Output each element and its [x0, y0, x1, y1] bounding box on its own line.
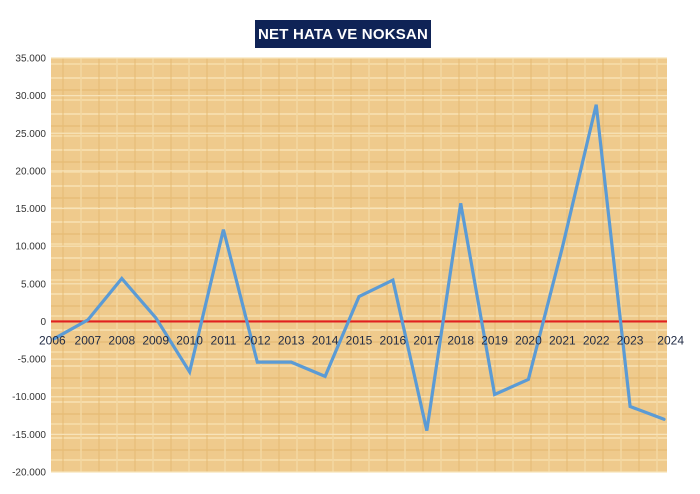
x-tick-label: 2021	[549, 333, 576, 347]
x-tick-label: 2020	[515, 333, 542, 347]
y-tick-label: -15.000	[12, 430, 46, 441]
x-tick-label: 2015	[346, 333, 373, 347]
x-tick-label: 2017	[413, 333, 440, 347]
x-tick-label: 2011	[211, 333, 237, 347]
y-tick-label: -20.000	[12, 468, 46, 479]
x-tick-label: 2010	[176, 333, 203, 347]
x-tick-label: 2008	[108, 333, 135, 347]
chart-title: NET HATA VE NOKSAN	[255, 20, 431, 48]
x-tick-label: 2024	[657, 333, 684, 347]
y-tick-label: 10.000	[15, 242, 46, 253]
x-axis: 2006 2007 2008 2009 2010 2011 2012 2013 2014 2015…	[39, 333, 684, 347]
x-tick-label: 2009	[142, 333, 169, 347]
y-tick-label: 35.000	[15, 54, 46, 65]
plot-area	[51, 58, 667, 472]
y-tick-label: 20.000	[15, 166, 46, 177]
x-tick-label: 2023	[617, 333, 644, 347]
y-tick-label: 30.000	[15, 91, 46, 102]
x-tick-label: 2014	[312, 333, 339, 347]
gridlines	[51, 57, 667, 473]
series-line	[52, 104, 666, 431]
x-tick-label: 2018	[447, 333, 474, 347]
y-tick-label: 25.000	[15, 129, 46, 140]
y-tick-label: 5.000	[21, 279, 46, 290]
y-tick-label: -5.000	[18, 355, 47, 366]
x-tick-label: 2007	[75, 333, 102, 347]
x-tick-label: 2013	[278, 333, 305, 347]
y-tick-label: -10.000	[12, 392, 46, 403]
x-tick-label: 2006	[39, 333, 66, 347]
y-axis: 35.000 30.000 25.000 20.000 15.000 10.000 5.00…	[12, 54, 46, 479]
y-tick-label: 0	[40, 317, 46, 328]
x-tick-label: 2016	[380, 333, 407, 347]
y-tick-label: 15.000	[15, 204, 46, 215]
x-tick-label: 2022	[583, 333, 610, 347]
x-tick-label: 2019	[481, 333, 508, 347]
x-tick-label: 2012	[244, 333, 271, 347]
